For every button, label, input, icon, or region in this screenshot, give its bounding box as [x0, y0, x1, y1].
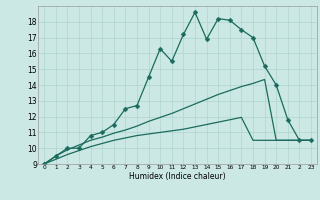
X-axis label: Humidex (Indice chaleur): Humidex (Indice chaleur)	[129, 172, 226, 181]
